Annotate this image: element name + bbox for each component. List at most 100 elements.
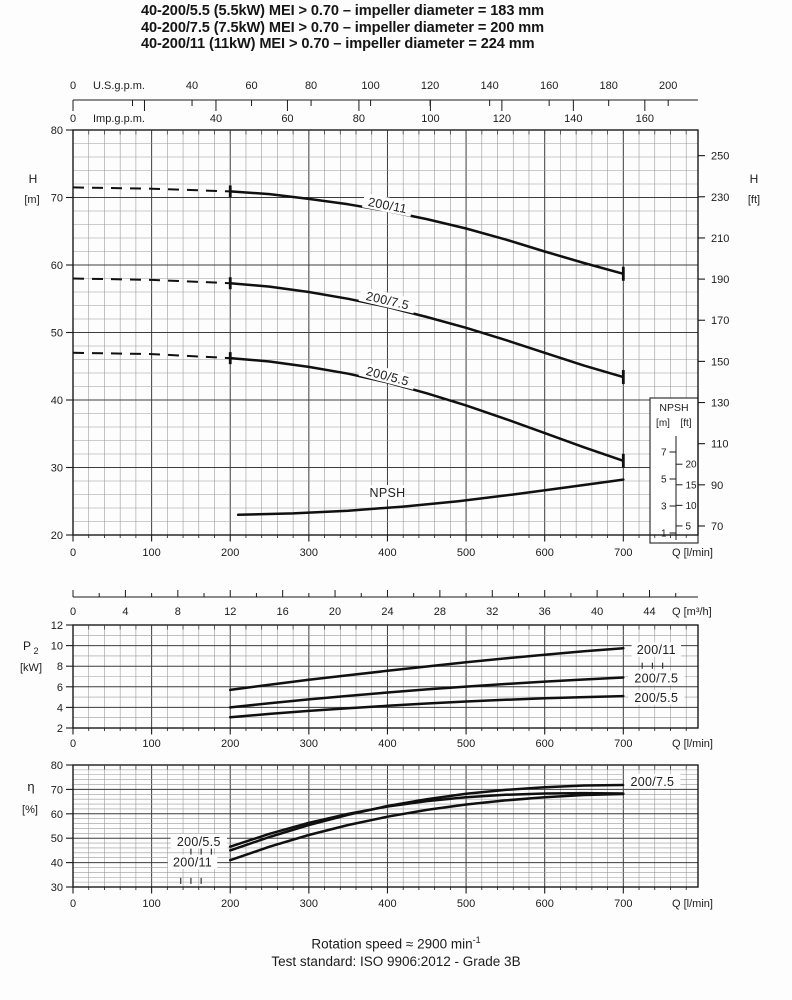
imp-gpm-tick-label: 140: [564, 113, 582, 125]
us-gpm-tick-label: 160: [540, 80, 558, 92]
curve-200/7.5: [228, 676, 625, 709]
npsh-m-tick: 7: [661, 448, 667, 459]
y-tick-label: 70: [51, 193, 63, 205]
curve-200/5.5: [228, 694, 625, 719]
y-right-tick-label: 110: [711, 439, 729, 451]
y-tick-label: 40: [51, 395, 63, 407]
m3h-tick-label: 44: [643, 606, 655, 618]
npsh-inset-title: NPSH: [659, 402, 688, 414]
npsh-m-tick: 5: [661, 475, 667, 486]
head-x-labels: 0 100 200 300 400 500 600 700 Q [l/min]: [70, 547, 713, 559]
x-tick-label: 500: [457, 898, 475, 910]
us-gpm-tick-label: 60: [245, 80, 257, 92]
x-tick-label: 700: [614, 547, 632, 559]
curve-label-NPSH: NPSH: [370, 485, 406, 500]
y-tick-label: 50: [51, 328, 63, 340]
x-tick-label: 700: [614, 898, 632, 910]
power-axis-name: P: [23, 639, 31, 653]
power-axis-sub: 2: [33, 646, 38, 656]
y-tick-label: 12: [51, 620, 63, 632]
eff-axis-unit: [%]: [22, 804, 38, 816]
m3h-tick-label: 12: [224, 606, 236, 618]
y-tick-label: 10: [51, 641, 63, 653]
power-leaders: [641, 662, 664, 669]
x-axis-unit-label: Q [l/min]: [672, 738, 713, 750]
title-line-3: 40-200/11 (11kW) MEI > 0.70 – impeller d…: [141, 36, 535, 52]
curve-200/7.5: [228, 783, 625, 852]
us-gpm-zero: 0: [70, 80, 76, 92]
npsh-ft-tick: 5: [686, 521, 692, 532]
curve-label-200/11: 200/11: [167, 854, 218, 870]
us-gpm-tick-label: 40: [186, 80, 198, 92]
x-tick-label: 300: [300, 738, 318, 750]
x-tick-label: 300: [300, 898, 318, 910]
eff-border: [72, 764, 699, 894]
us-gpm-tick-label: 120: [421, 80, 439, 92]
x-tick-label: 600: [536, 547, 554, 559]
npsh-m-tick: 3: [661, 502, 667, 513]
x-tick-label: 700: [614, 738, 632, 750]
imp-gpm-zero: 0: [70, 113, 76, 125]
x-tick-label: 200: [221, 738, 239, 750]
curve-200/7.5: [228, 281, 625, 379]
x-tick-label: 0: [70, 738, 76, 750]
curve-label-200/11: 200/11: [631, 642, 681, 657]
power-y: 2 4 6 8 10 12: [51, 620, 73, 735]
x-axis-unit-label: Q [l/min]: [672, 547, 713, 559]
us-gpm-tick-label: 200: [659, 80, 677, 92]
y-right-tick-label: 150: [711, 356, 729, 368]
y-tick-label: 50: [51, 833, 63, 845]
curve-label-text: 200/11: [637, 643, 676, 657]
title-line-2: 40-200/7.5 (7.5kW) MEI > 0.70 – impeller…: [141, 19, 545, 36]
rotation-speed-note: Rotation speed ≈ 2900 min-1: [311, 935, 481, 952]
x-tick-label: 0: [70, 547, 76, 559]
eff-x-labels: 0 100 200 300 400 500 600 700 Q [l/min]: [70, 898, 713, 910]
y-right-tick-label: 230: [711, 192, 729, 204]
y-right-tick-label: 210: [711, 233, 729, 245]
power-grid: [73, 625, 698, 728]
curve-200/5.5: [228, 356, 625, 463]
x-tick-label: 100: [142, 898, 160, 910]
curve-200/11: [228, 646, 625, 692]
head-border: [72, 129, 699, 542]
head-grid: [73, 130, 698, 535]
m3h-tick-label: 32: [486, 606, 498, 618]
eff-curves: 200/7.5 200/5.5 200/11: [167, 774, 681, 870]
y-tick-label: 20: [51, 530, 63, 542]
y-right-tick-label: 170: [711, 315, 729, 327]
y-left-axis-name: H: [29, 172, 38, 186]
imp-gpm-tick-label: 100: [421, 113, 439, 125]
curve-label-200/5.5: 200/5.5: [628, 690, 685, 705]
y-tick-label: 80: [51, 760, 63, 772]
curve-label-200/7.5: 200/7.5: [624, 774, 681, 789]
imp-gpm-tick-label: 120: [493, 113, 511, 125]
x-axis-unit-label: Q [l/min]: [672, 898, 713, 910]
imp-gpm-tick-label: 160: [636, 113, 654, 125]
curve-200/5.5: [228, 791, 625, 848]
curve-200/11: [228, 190, 625, 276]
y-tick-label: 2: [57, 723, 63, 735]
y-tick-label: 6: [57, 682, 63, 694]
m3h-tick-label: 40: [591, 606, 603, 618]
y-tick-label: 30: [51, 882, 63, 894]
curve-label-200/5.5: 200/5.5: [170, 833, 227, 849]
npsh-ft-tick: 10: [686, 501, 698, 512]
imp-gpm-tick-label: 40: [210, 113, 222, 125]
curve-label-text: NPSH: [370, 486, 406, 500]
y-right-tick-label: 90: [711, 480, 723, 492]
x-tick-label: 100: [142, 738, 160, 750]
x-tick-label: 200: [221, 898, 239, 910]
y-right-axis-name: H: [750, 172, 759, 186]
y-tick-label: 60: [51, 809, 63, 821]
npsh-ft-tick: 20: [686, 460, 698, 471]
eff-grid: [73, 765, 698, 887]
x-tick-label: 400: [378, 738, 396, 750]
x-tick-label: 300: [300, 547, 318, 559]
npsh-inset: NPSH [m] [ft] 7 5 3 1 20 15 10 5: [649, 397, 699, 544]
m3h-tick-label: 36: [539, 606, 551, 618]
npsh-inset-m-unit: [m]: [656, 418, 670, 429]
eff-leaders: [180, 848, 212, 884]
